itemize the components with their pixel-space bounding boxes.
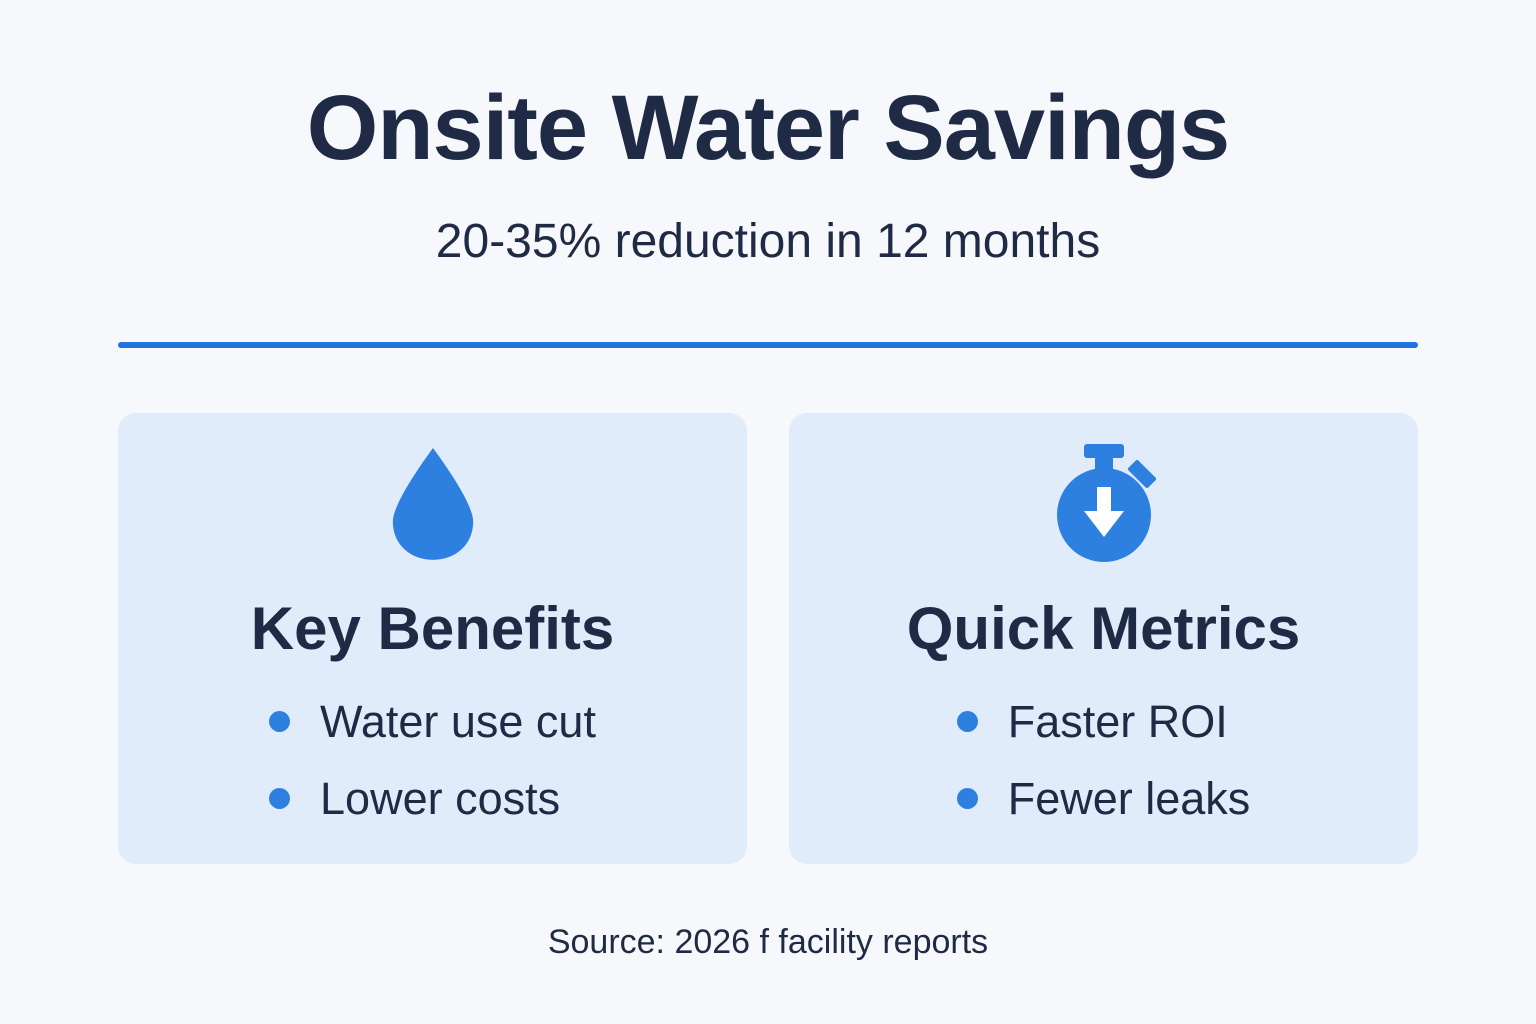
- bullet-dot: [956, 711, 978, 733]
- bullet-list: Water use cut Lower costs: [269, 697, 596, 823]
- bullet-text: Faster ROI: [1007, 696, 1228, 747]
- bullet-item: Fewer leaks: [956, 772, 1251, 824]
- bullet-item: Lower costs: [269, 772, 596, 824]
- source-text: Source: 2026 f facility reports: [547, 923, 989, 961]
- page-subtitle: 20-35% reduction in 12 months: [435, 215, 1101, 268]
- card-icon-wrap: [789, 443, 1418, 565]
- stopwatch-icon: [1056, 444, 1156, 562]
- divider-rule: [118, 342, 1418, 348]
- bullet-dot: [269, 711, 291, 733]
- bullet-text: Fewer leaks: [1007, 772, 1251, 824]
- bullet-text: Lower costs: [320, 772, 561, 824]
- water-drop-icon: [392, 448, 473, 560]
- bullet-list: Faster ROI Fewer leaks: [956, 696, 1251, 824]
- bullet-dot: [956, 787, 978, 809]
- card-key-benefits: Key Benefits Water use cut Lower costs: [118, 413, 747, 864]
- page-title: Onsite Water Savings: [306, 77, 1230, 179]
- card-heading: Quick Metrics: [906, 595, 1301, 662]
- card-heading: Key Benefits: [250, 595, 615, 662]
- bullet-text: Water use cut: [320, 696, 596, 747]
- bullet-dot: [269, 787, 291, 809]
- cards-row: Key Benefits Water use cut Lower costs: [118, 413, 1418, 864]
- bullet-item: Water use cut: [269, 697, 596, 747]
- card-quick-metrics: Quick Metrics Faster ROI Fewer leaks: [789, 413, 1418, 864]
- bullet-item: Faster ROI: [956, 696, 1251, 747]
- card-icon-wrap: [118, 443, 747, 565]
